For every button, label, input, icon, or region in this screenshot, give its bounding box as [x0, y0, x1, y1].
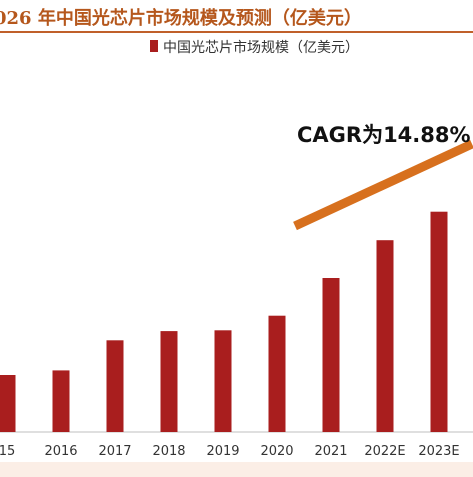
bar-2017 [106, 340, 124, 432]
bar-2022E [376, 240, 394, 432]
bar-2023E [430, 211, 448, 432]
bar-2020 [268, 315, 286, 432]
legend-swatch [150, 40, 158, 52]
x-tick-label: 2019 [206, 444, 239, 459]
x-tick-label: 2021 [314, 444, 347, 459]
bar-2018 [160, 331, 178, 432]
x-tick-label: 2020 [260, 444, 293, 459]
x-tick-label: 2022E [364, 444, 405, 459]
bars [0, 211, 448, 432]
x-tick-label: 2016 [44, 444, 77, 459]
x-tick-labels: 152016201720182019202020212022E2023E20 [0, 444, 460, 459]
x-tick-label: 2023E [418, 444, 459, 459]
bar-2021 [322, 278, 340, 432]
x-tick-label: 2018 [152, 444, 185, 459]
bar-2019 [214, 330, 232, 432]
x-tick-label: 15 [0, 444, 15, 459]
x-tick-label: 2017 [98, 444, 131, 459]
bar-2016 [52, 370, 70, 432]
bar-15 [0, 375, 16, 432]
title-divider [0, 31, 473, 33]
legend-label: 中国光芯片市场规模（亿美元） [163, 39, 359, 56]
legend: 中国光芯片市场规模（亿美元） [150, 39, 359, 56]
cagr-trend-arrow [293, 139, 473, 231]
cagr-annotation: CAGR为14.88% [297, 123, 471, 147]
chart-title: 026 年中国光芯片市场规模及预测（亿美元） [0, 8, 362, 29]
bottom-band [0, 462, 473, 477]
